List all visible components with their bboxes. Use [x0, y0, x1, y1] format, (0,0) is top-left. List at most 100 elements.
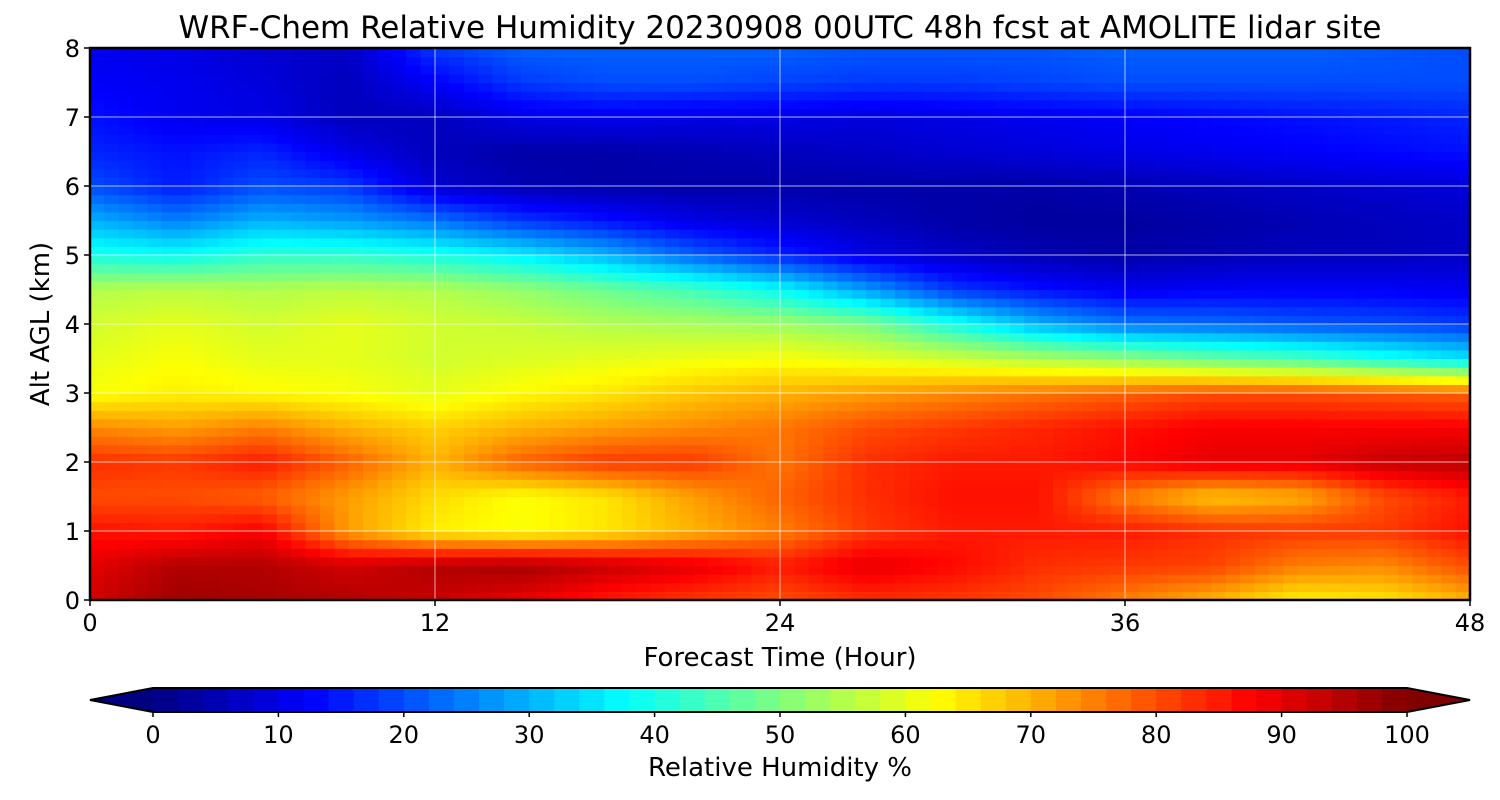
heat-cell	[248, 186, 264, 196]
heat-cell	[1383, 229, 1399, 239]
heat-cell	[736, 324, 752, 334]
heat-cell	[1283, 186, 1299, 196]
heat-cell	[449, 591, 465, 600]
heat-cell	[190, 186, 206, 196]
heat-cell	[334, 263, 350, 273]
heat-cell	[435, 263, 450, 273]
heat-cell	[334, 410, 350, 420]
heat-cell	[1038, 470, 1054, 480]
heat-cell	[1283, 487, 1299, 498]
heat-cell	[1398, 453, 1414, 463]
heat-cell	[1426, 436, 1442, 446]
heat-cell	[1225, 246, 1241, 256]
heat-cell	[851, 505, 867, 515]
heat-cell	[176, 375, 192, 385]
heat-cell	[478, 418, 494, 429]
heat-cell	[636, 341, 652, 351]
heat-cell	[305, 565, 321, 575]
heat-cell	[895, 358, 910, 368]
heat-cell	[736, 479, 752, 489]
heat-cell	[1225, 444, 1241, 454]
heat-cell	[909, 211, 925, 222]
heat-cell	[506, 306, 522, 316]
heat-cell	[593, 255, 609, 265]
heat-cell	[780, 410, 795, 420]
heat-cell	[1053, 194, 1069, 204]
heat-cell	[449, 522, 465, 532]
heat-cell	[205, 436, 220, 446]
heat-cell	[449, 427, 465, 437]
heat-cell	[104, 487, 120, 498]
heat-cell	[1383, 151, 1399, 161]
heat-cell	[722, 453, 738, 463]
heat-cell	[650, 539, 666, 549]
heat-cell	[1168, 522, 1184, 532]
heat-cell	[420, 263, 436, 273]
heat-cell	[1441, 324, 1457, 334]
heat-cell	[133, 418, 149, 429]
heat-cell	[1398, 324, 1414, 334]
heat-cell	[823, 556, 839, 567]
heat-cell	[751, 418, 767, 429]
heat-cell	[1240, 444, 1255, 454]
heat-cell	[1326, 255, 1342, 265]
heat-cell	[161, 324, 177, 334]
heat-cell	[291, 280, 307, 291]
heat-cell	[1254, 479, 1270, 489]
heat-cell	[966, 177, 982, 187]
heat-cell	[995, 186, 1011, 196]
heat-cell	[895, 436, 910, 446]
heat-cell	[981, 453, 997, 463]
heat-cell	[190, 289, 206, 299]
heat-cell	[435, 496, 450, 506]
heat-cell	[506, 349, 522, 360]
heat-cell	[966, 194, 982, 204]
heat-cell	[952, 444, 968, 454]
heat-cell	[895, 280, 910, 291]
heat-cell	[1283, 280, 1299, 291]
heat-cell	[219, 324, 235, 334]
heat-cell	[348, 496, 364, 506]
heat-cell	[693, 505, 709, 515]
heat-cell	[1441, 462, 1457, 472]
heat-cell	[1426, 151, 1442, 161]
heat-cell	[1398, 203, 1414, 213]
heat-cell	[938, 160, 954, 170]
heat-cell	[363, 522, 379, 532]
heat-cell	[420, 246, 436, 256]
heat-cell	[248, 539, 264, 549]
heat-cell	[133, 289, 149, 299]
heat-cell	[1067, 203, 1083, 213]
heat-cell	[1441, 487, 1457, 498]
heat-cell	[636, 444, 652, 454]
heat-cell	[636, 418, 652, 429]
heat-cell	[909, 444, 925, 454]
heat-cell	[938, 349, 954, 360]
heat-cell	[118, 246, 134, 256]
heat-cell	[1038, 539, 1054, 549]
heat-cell	[521, 401, 537, 411]
heat-cell	[708, 384, 724, 394]
heat-cell	[550, 315, 565, 325]
heat-cell	[1426, 186, 1442, 196]
heat-cell	[420, 479, 436, 489]
heat-cell	[1311, 160, 1327, 170]
heat-cell	[1326, 444, 1342, 454]
heat-cell	[478, 487, 494, 498]
heat-cell	[1081, 349, 1097, 360]
heat-cell	[780, 539, 795, 549]
heat-cell	[248, 375, 264, 385]
heat-cell	[190, 539, 206, 549]
heat-cell	[147, 375, 163, 385]
heat-cell	[1096, 436, 1112, 446]
heat-cell	[205, 505, 220, 515]
heat-cell	[1182, 332, 1198, 342]
heat-cell	[104, 142, 120, 153]
heat-cell	[837, 289, 853, 299]
heat-cell	[665, 505, 680, 515]
heat-cell	[406, 177, 422, 187]
heat-cell	[190, 393, 206, 403]
heat-cell	[90, 272, 105, 282]
heat-cell	[1268, 315, 1284, 325]
heat-cell	[1110, 203, 1126, 213]
